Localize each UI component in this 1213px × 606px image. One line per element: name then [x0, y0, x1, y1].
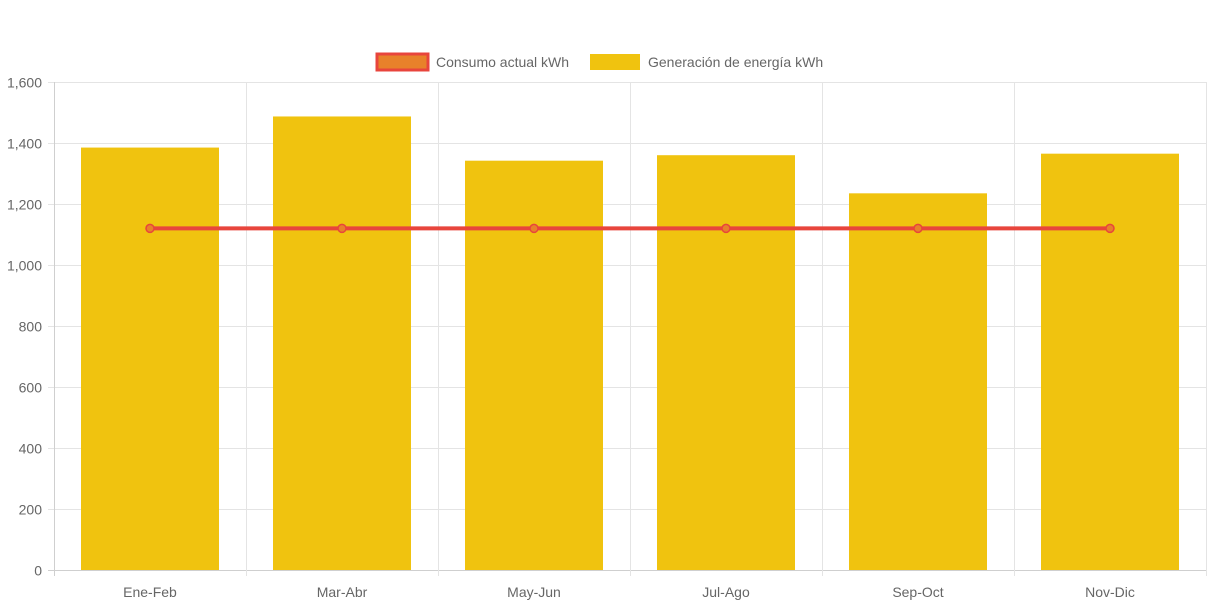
x-tick-label: Mar-Abr: [317, 584, 368, 600]
y-tick-label: 600: [19, 380, 43, 396]
bar-ene-feb[interactable]: [81, 147, 219, 570]
legend-label-generacion[interactable]: Generación de energía kWh: [648, 54, 823, 70]
legend-label-consumo[interactable]: Consumo actual kWh: [436, 54, 569, 70]
x-tick-label: Nov-Dic: [1085, 584, 1135, 600]
x-tick-label: Ene-Feb: [123, 584, 177, 600]
y-tick-label: 400: [19, 441, 43, 457]
y-tick-label: 1,400: [7, 136, 42, 152]
consumption-point-nov-dic[interactable]: [1105, 223, 1115, 234]
y-tick-label: 0: [34, 563, 42, 579]
bar-mar-abr[interactable]: [273, 116, 411, 570]
x-tick-label: Sep-Oct: [892, 584, 943, 600]
y-tick-label: 1,600: [7, 75, 42, 91]
legend-swatch-consumo[interactable]: [375, 52, 430, 72]
y-tick-label: 200: [19, 502, 43, 518]
axes: 0 200 400 600 800 1,000 1,200 1,400 1,600 Ene-Feb…: [7, 75, 1135, 601]
consumption-point-jul-ago[interactable]: [721, 223, 731, 234]
y-tick-label: 800: [19, 319, 43, 335]
consumption-point-may-jun[interactable]: [529, 223, 539, 234]
y-tick-label: 1,200: [7, 197, 42, 213]
y-tick-label: 1,000: [7, 258, 42, 274]
bar-may-jun[interactable]: [465, 160, 603, 570]
bar-jul-ago[interactable]: [657, 155, 795, 570]
grid: [48, 82, 1207, 576]
consumption-point-ene-feb[interactable]: [145, 223, 155, 234]
line-series: [145, 223, 1115, 234]
legend-swatch-generacion[interactable]: [590, 54, 640, 70]
x-tick-label: May-Jun: [507, 584, 561, 600]
bar-sep-oct[interactable]: [849, 193, 987, 570]
consumption-point-mar-abr[interactable]: [337, 223, 347, 234]
bar-nov-dic[interactable]: [1041, 153, 1179, 571]
x-tick-label: Jul-Ago: [702, 584, 750, 600]
legend[interactable]: Consumo actual kWh Generación de energía …: [375, 52, 823, 72]
consumption-point-sep-oct[interactable]: [913, 223, 923, 234]
